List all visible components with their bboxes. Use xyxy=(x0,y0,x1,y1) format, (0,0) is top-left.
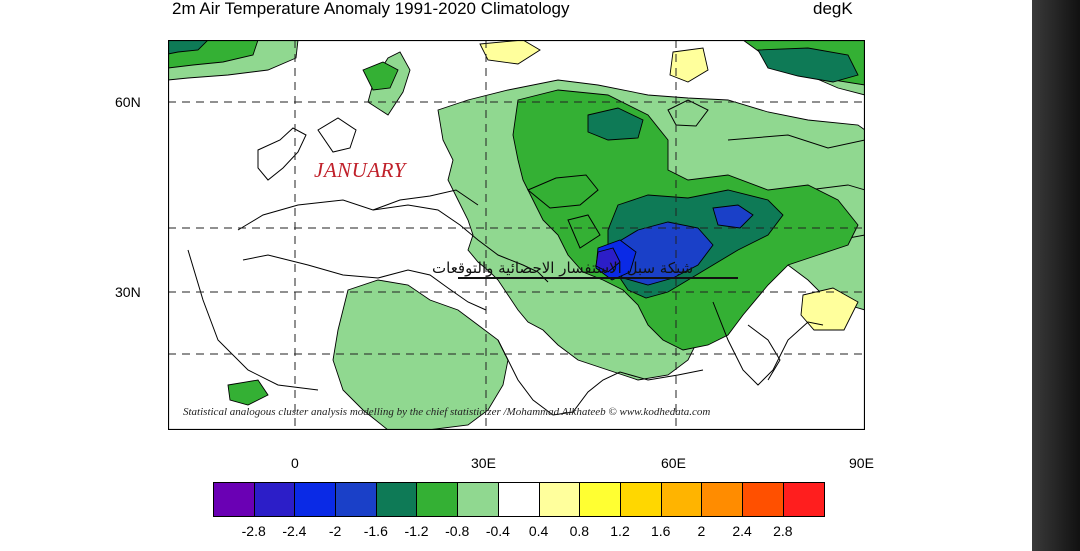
colorbar-tick-label: 0.8 xyxy=(569,523,590,539)
map-title: 2m Air Temperature Anomaly 1991-2020 Cli… xyxy=(172,0,570,18)
colorbar-tick-label: -0.4 xyxy=(485,523,510,539)
colorbar-tick-label: -2.8 xyxy=(241,523,266,539)
map-frame xyxy=(168,40,865,430)
month-label: JANUARY xyxy=(314,158,406,182)
colorbar-swatch xyxy=(783,483,825,516)
colorbar-swatch xyxy=(498,483,540,516)
colorbar-swatch xyxy=(702,483,743,516)
lat-label-30n: 30N xyxy=(115,284,141,300)
anomaly-region-positive xyxy=(479,40,859,331)
colorbar-swatch xyxy=(661,483,703,516)
colorbar-tick-label: -2.4 xyxy=(282,523,307,539)
colorbar-tick-label: -0.8 xyxy=(445,523,470,539)
colorbar-swatch xyxy=(539,483,581,516)
colorbar-tick-label: 1.6 xyxy=(650,523,671,539)
colorbar-swatch xyxy=(295,483,337,516)
credit-text: Statistical analogous cluster analysis m… xyxy=(183,406,711,418)
colorbar-tick-label: -2 xyxy=(328,523,342,539)
lon-label-90e: 90E xyxy=(849,455,874,471)
lon-label-60e: 60E xyxy=(661,455,686,471)
colorbar-swatch xyxy=(742,483,784,516)
colorbar-tick-label: 0.4 xyxy=(528,523,549,539)
arabic-caption: شبكة سبل الاستفسار الاحصائية والتوقعات xyxy=(432,259,694,277)
screen-edge xyxy=(1032,0,1080,551)
colorbar-labels: -2.8 -2.4 -2 -1.6 -1.2 -0.8 -0.4 0.4 0.8 1.2 1.6 2 2… xyxy=(0,523,1032,543)
colorbar-tick-label: 2.8 xyxy=(773,523,793,539)
colorbar xyxy=(213,482,826,517)
lon-label-0: 0 xyxy=(291,455,299,471)
colorbar-swatch xyxy=(254,483,296,516)
colorbar-swatch xyxy=(417,483,459,516)
coastlines xyxy=(187,99,865,416)
colorbar-tick-label: 2 xyxy=(697,523,706,539)
colorbar-tick-label: 2.4 xyxy=(732,523,752,539)
graticule xyxy=(168,40,865,430)
colorbar-swatch xyxy=(214,483,255,516)
colorbar-tick-label: -1.2 xyxy=(404,523,429,539)
figure-sheet: 2m Air Temperature Anomaly 1991-2020 Cli… xyxy=(0,0,1032,551)
colorbar-tick-label: 1.2 xyxy=(610,523,630,539)
colorbar-swatch xyxy=(620,483,662,516)
colorbar-swatch xyxy=(580,483,621,516)
units-label: degK xyxy=(813,0,853,18)
lon-label-30e: 30E xyxy=(471,455,496,471)
anomaly-map xyxy=(168,40,865,430)
lat-label-60n: 60N xyxy=(115,94,141,110)
colorbar-swatch xyxy=(336,483,377,516)
anomaly-region-purple xyxy=(595,247,621,273)
colorbar-swatch xyxy=(458,483,499,516)
colorbar-tick-label: -1.6 xyxy=(363,523,388,539)
colorbar-swatch xyxy=(376,483,418,516)
